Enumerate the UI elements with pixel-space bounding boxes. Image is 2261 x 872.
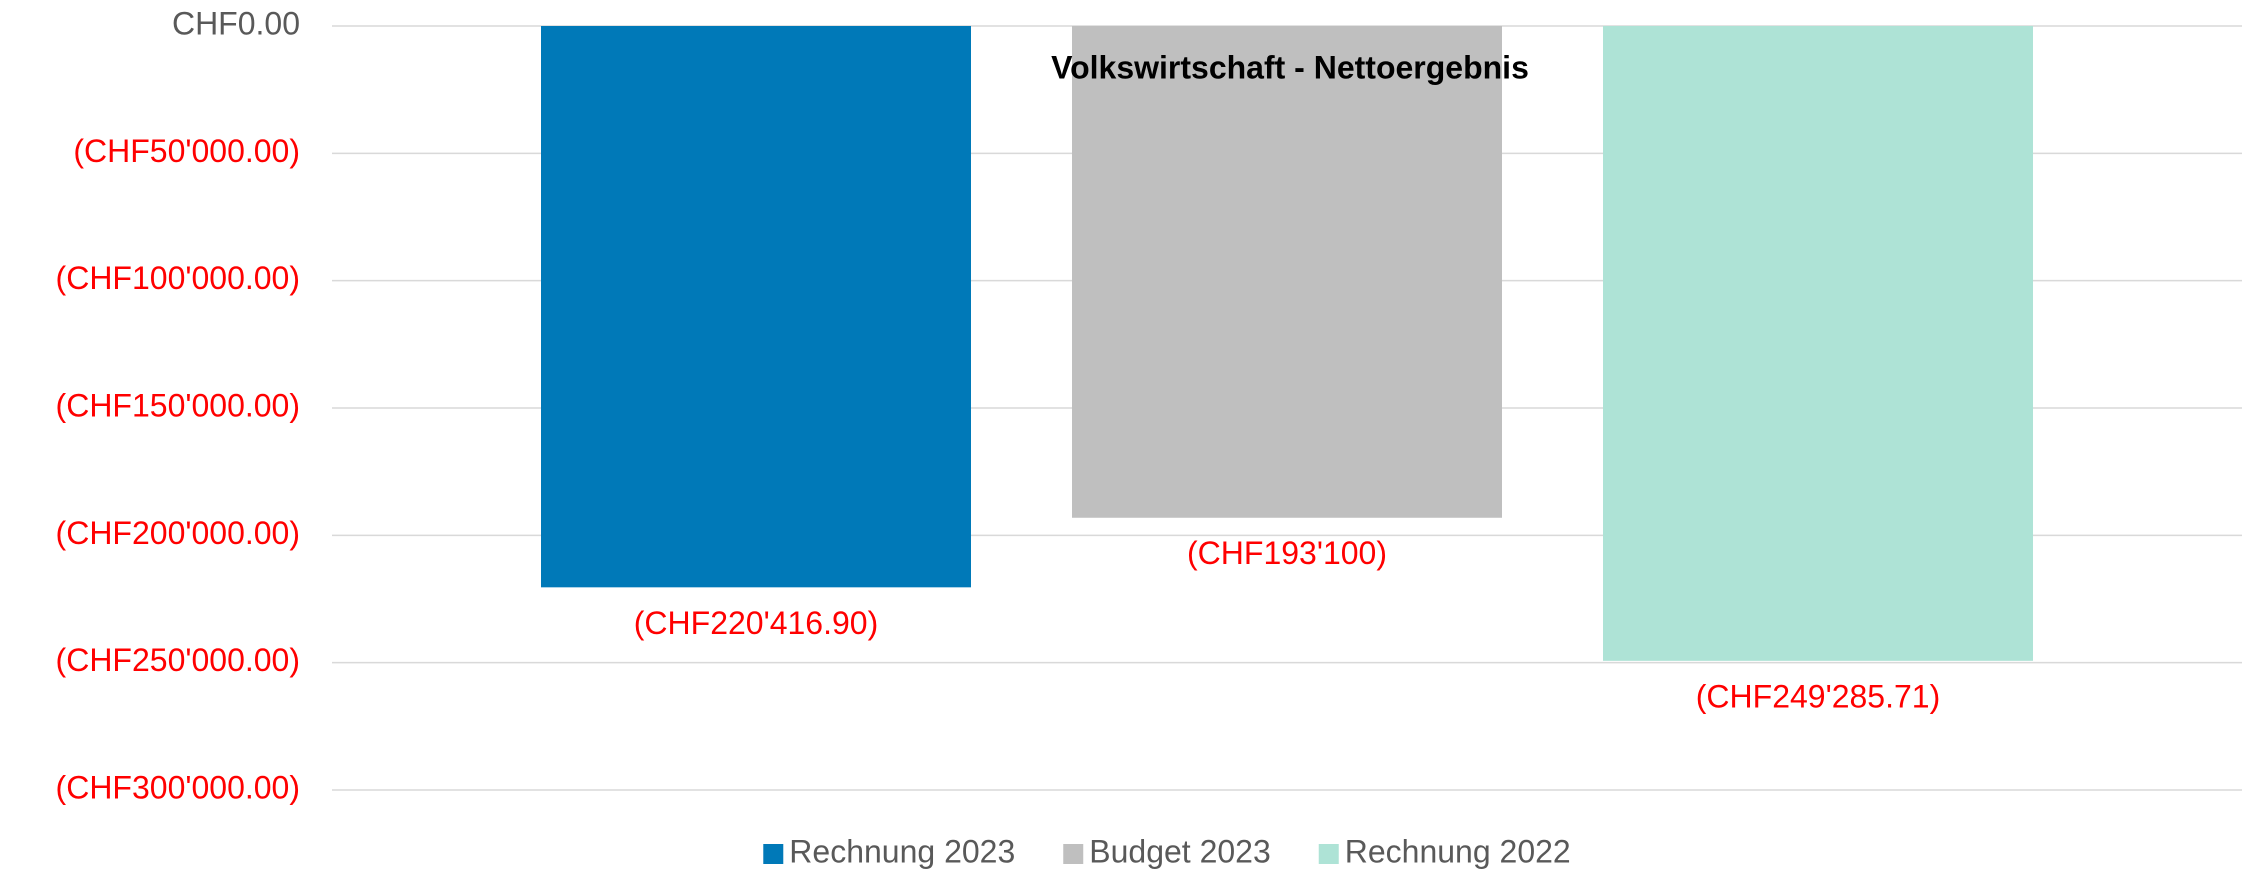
y-tick-label: CHF0.00 xyxy=(172,5,300,41)
legend-label: Rechnung 2023 xyxy=(789,833,1015,869)
value-label: (CHF220'416.90) xyxy=(634,605,878,641)
bars xyxy=(541,26,2033,661)
legend-swatch xyxy=(1063,844,1084,864)
y-tick-label: (CHF250'000.00) xyxy=(56,642,300,678)
y-tick-label: (CHF300'000.00) xyxy=(56,769,300,805)
legend-label: Rechnung 2022 xyxy=(1345,833,1571,869)
bar xyxy=(1603,26,2033,661)
y-tick-label: (CHF50'000.00) xyxy=(73,133,300,169)
legend-swatch xyxy=(763,844,784,864)
y-tick-label: (CHF200'000.00) xyxy=(56,515,300,551)
value-label: (CHF193'100) xyxy=(1187,535,1387,571)
y-tick-label: (CHF150'000.00) xyxy=(56,387,300,423)
value-label: (CHF249'285.71) xyxy=(1696,678,1940,714)
bar xyxy=(541,26,971,588)
legend-label: Budget 2023 xyxy=(1089,833,1271,869)
chart-title: Volkswirtschaft - Nettoergebnis xyxy=(1051,49,1529,85)
bar xyxy=(1072,26,1502,518)
legend-swatch xyxy=(1318,844,1339,864)
y-tick-label: (CHF100'000.00) xyxy=(56,260,300,296)
